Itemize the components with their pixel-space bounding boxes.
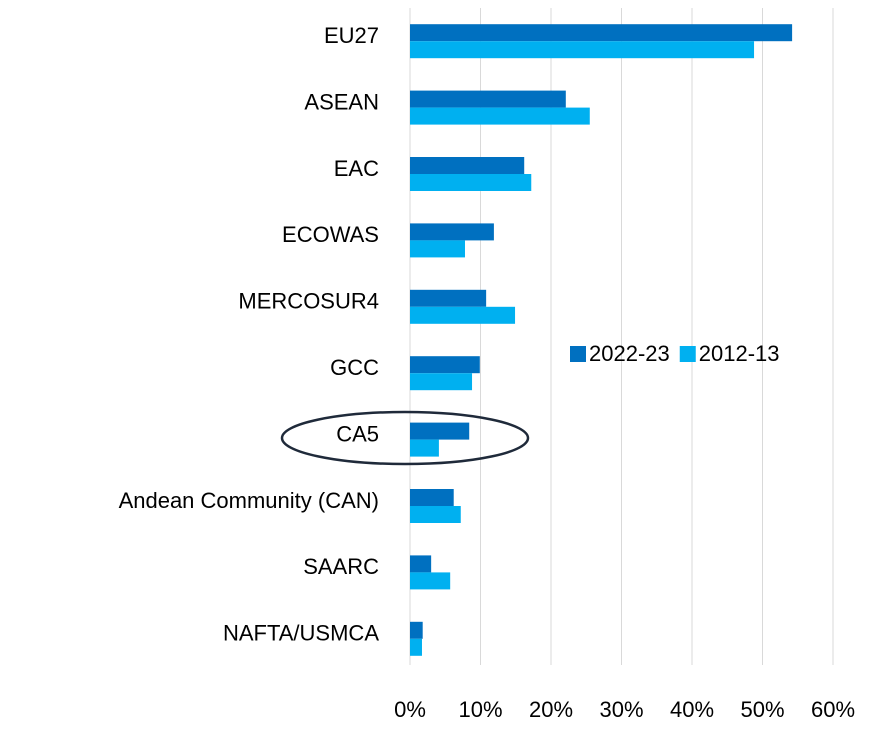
bar	[410, 41, 755, 59]
x-tick-label: 30%	[599, 697, 643, 722]
bar	[410, 489, 454, 506]
bar	[410, 240, 465, 258]
x-tick-label: 40%	[670, 697, 714, 722]
y-tick-label: GCC	[330, 355, 379, 380]
bar	[410, 638, 422, 656]
bar	[410, 107, 590, 125]
y-tick-label: NAFTA/USMCA	[223, 621, 379, 646]
x-tick-label: 20%	[529, 697, 573, 722]
bar	[410, 306, 516, 324]
legend-label: 2022-23	[589, 341, 670, 366]
bar	[410, 157, 525, 174]
x-tick-label: 50%	[740, 697, 784, 722]
y-tick-label: ASEAN	[304, 89, 379, 114]
x-tick-label: 60%	[811, 697, 855, 722]
y-tick-label: CA5	[336, 421, 379, 446]
y-tick-label: EU27	[324, 23, 379, 48]
bar	[410, 356, 480, 374]
bar	[410, 373, 473, 391]
bar	[410, 439, 439, 457]
x-tick-label: 10%	[458, 697, 502, 722]
y-tick-label: Andean Community (CAN)	[119, 488, 379, 513]
bar	[410, 422, 470, 440]
bar	[410, 621, 423, 639]
y-tick-label: MERCOSUR4	[238, 289, 379, 314]
bar	[410, 572, 451, 590]
y-tick-label: SAARC	[303, 554, 379, 579]
bar	[410, 555, 432, 573]
legend-swatch	[570, 346, 586, 362]
legend-swatch	[679, 346, 696, 362]
bar	[410, 90, 566, 108]
highlight-ellipse	[280, 410, 530, 466]
x-tick-label: 0%	[394, 697, 426, 722]
bar	[410, 174, 532, 191]
bar	[410, 506, 461, 523]
bar	[410, 223, 494, 241]
y-tick-label: ECOWAS	[282, 222, 379, 247]
y-tick-label: EAC	[334, 156, 379, 181]
bar	[410, 24, 793, 42]
bar	[410, 289, 487, 307]
legend-label: 2012-13	[699, 341, 780, 366]
